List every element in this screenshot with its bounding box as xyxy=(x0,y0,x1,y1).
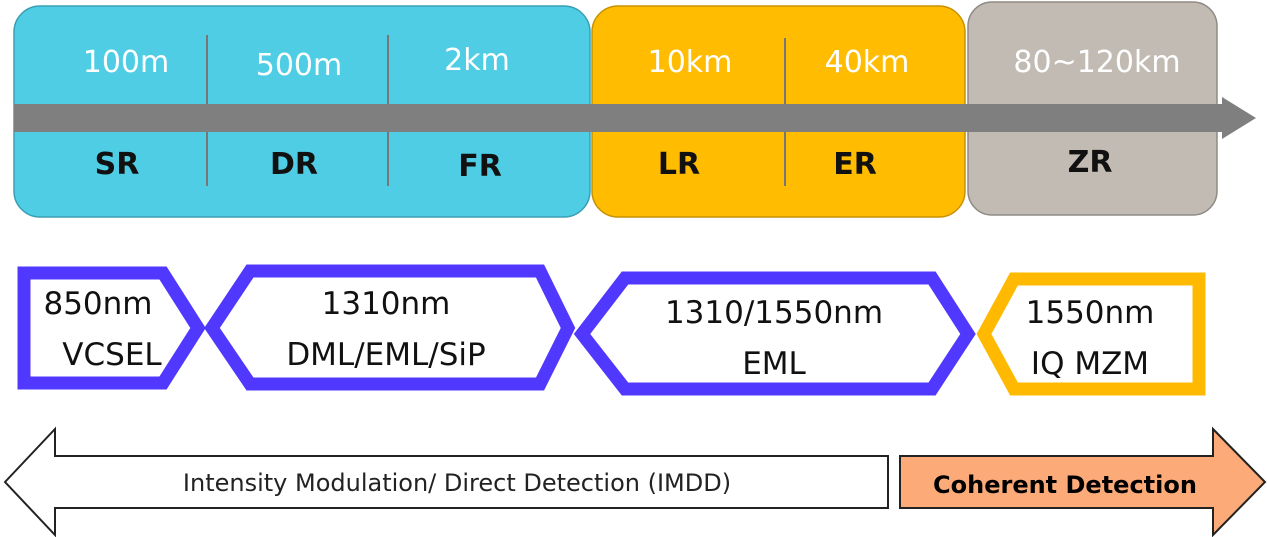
reach-code: DR xyxy=(270,147,318,182)
distance-axis-arrow xyxy=(14,97,1256,139)
imdd-arrow xyxy=(3,426,889,537)
source-wavelength: 850nm xyxy=(43,286,152,322)
source-shape-vcsel xyxy=(17,266,206,390)
reach-code: ZR xyxy=(1068,145,1113,180)
distance-label: 100m xyxy=(83,45,169,80)
reach-code: SR xyxy=(95,147,140,182)
source-wavelength: 1550nm xyxy=(1026,295,1155,331)
distance-label: 80~120km xyxy=(1013,45,1180,80)
distance-label: 500m xyxy=(256,48,342,83)
source-type: VCSEL xyxy=(62,337,162,373)
source-wavelength: 1310nm xyxy=(322,286,451,322)
distance-label: 10km xyxy=(648,45,733,80)
reach-code: FR xyxy=(458,149,502,184)
coherent-detection-label: Coherent Detection xyxy=(933,471,1197,499)
distance-label: 40km xyxy=(825,45,910,80)
source-type: EML xyxy=(742,346,806,382)
reach-code: LR xyxy=(658,147,700,182)
distance-label: 2km xyxy=(444,43,510,78)
coherent-detection-arrow xyxy=(899,426,1267,537)
source-type: DML/EML/SiP xyxy=(286,337,485,373)
source-shape-eml xyxy=(573,271,976,396)
source-shape-1310 xyxy=(204,264,576,391)
source-shape-iq-mzm xyxy=(976,272,1206,396)
imdd-label: Intensity Modulation/ Direct Detection (… xyxy=(183,469,731,497)
reach-code: ER xyxy=(833,147,877,182)
source-type: IQ MZM xyxy=(1031,346,1149,382)
source-wavelength: 1310/1550nm xyxy=(665,295,883,331)
